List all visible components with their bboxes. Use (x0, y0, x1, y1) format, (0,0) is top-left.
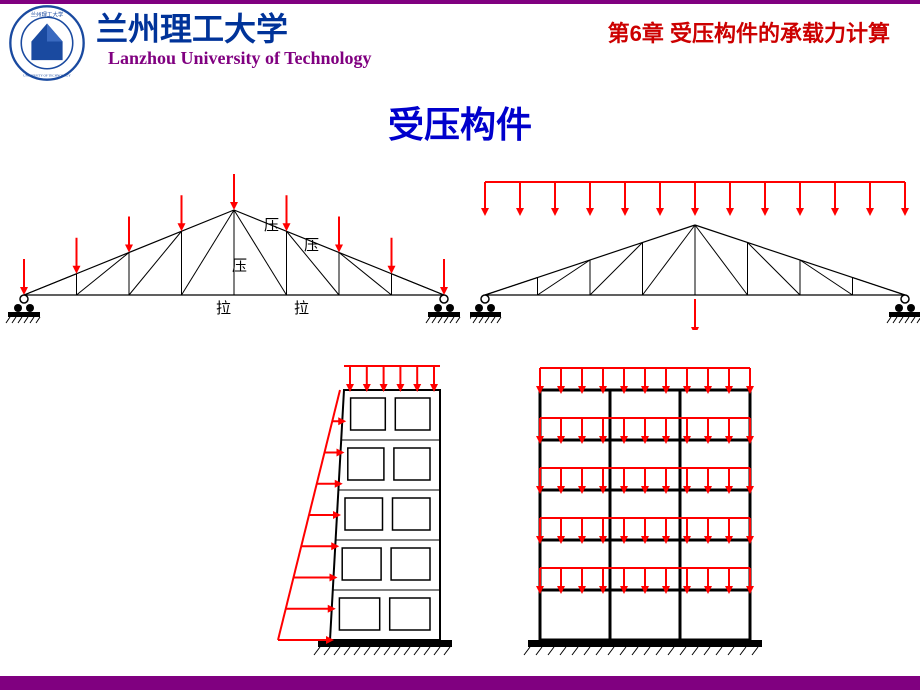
svg-text:压: 压 (232, 258, 247, 275)
footer-bar (0, 676, 920, 690)
truss-udl (470, 160, 920, 330)
frame-building (520, 360, 780, 660)
chapter-title: 第6章 受压构件的承载力计算 (608, 16, 890, 48)
svg-text:压: 压 (304, 237, 319, 254)
university-name-en: Lanzhou University of Technology (108, 48, 372, 69)
slide-page: 兰州理工大学 UNIVERSITY OF TECHNOLOGY 兰州理工大学 L… (0, 0, 920, 690)
truss-point-loads: 压压压拉拉 (4, 160, 464, 330)
svg-text:压: 压 (264, 217, 279, 234)
svg-text:兰州理工大学: 兰州理工大学 (31, 10, 64, 18)
slide-title: 受压构件 (0, 96, 920, 148)
svg-text:拉: 拉 (216, 300, 231, 317)
university-logo: 兰州理工大学 UNIVERSITY OF TECHNOLOGY (8, 4, 86, 82)
svg-text:拉: 拉 (294, 300, 309, 317)
shear-wall-building (260, 360, 480, 660)
svg-text:UNIVERSITY OF TECHNOLOGY: UNIVERSITY OF TECHNOLOGY (23, 74, 71, 78)
university-name-cn: 兰州理工大学 (96, 4, 288, 50)
